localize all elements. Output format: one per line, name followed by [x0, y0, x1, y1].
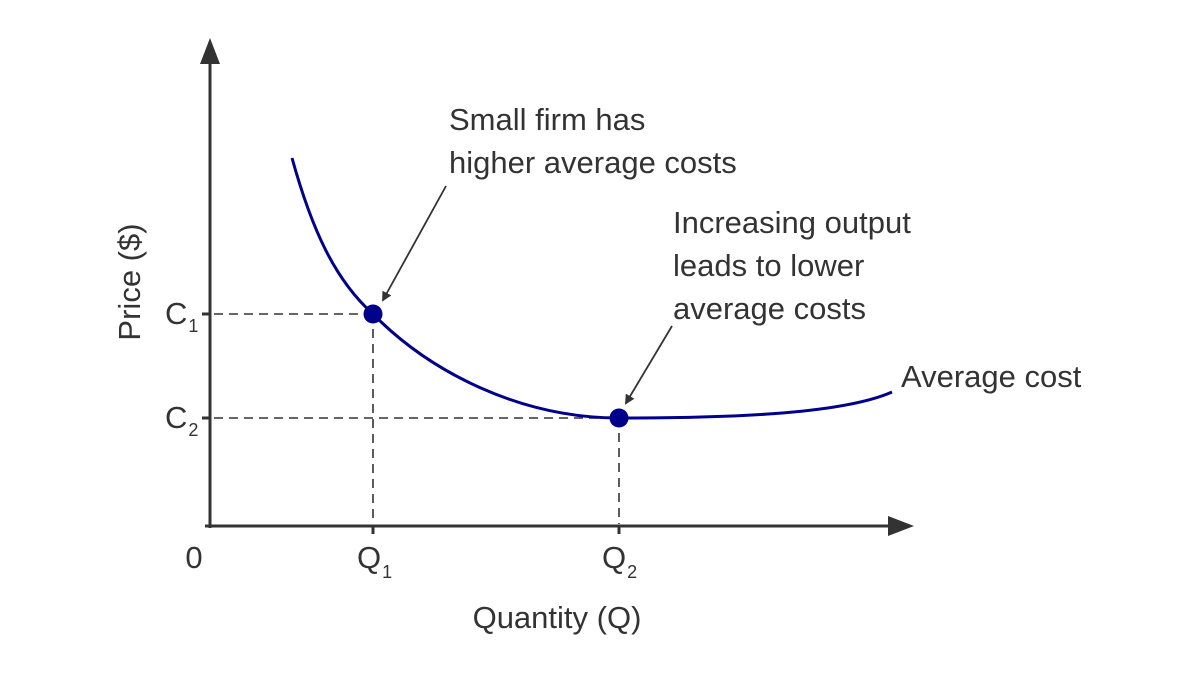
increasing-output-annotation-line-3: average costs [673, 291, 866, 326]
x-axis-arrowhead [888, 516, 914, 536]
origin-label: 0 [185, 540, 202, 575]
q2-label: Q2 [602, 540, 637, 582]
q1-label: Q1 [357, 540, 392, 582]
increasing-output-annotation-line-1: Increasing output [673, 205, 911, 240]
average-cost-label: Average cost [901, 359, 1082, 394]
y-axis-arrowhead [200, 38, 220, 64]
point-q1-c1 [363, 304, 383, 324]
small-firm-arrow [382, 185, 447, 302]
x-axis-label: Quantity (Q) [473, 600, 642, 635]
y-axis-label: Price ($) [112, 223, 147, 340]
average-cost-curve [290, 157, 893, 420]
point-q2-c2 [609, 408, 629, 428]
small-firm-annotation-line-1: Small firm has [449, 102, 645, 137]
c2-label: C2 [165, 400, 198, 440]
increasing-output-annotation-line-2: leads to lower [673, 248, 864, 283]
c1-label: C1 [165, 296, 198, 336]
increasing-output-arrow [624, 325, 673, 405]
small-firm-annotation-line-2: higher average costs [449, 145, 737, 180]
